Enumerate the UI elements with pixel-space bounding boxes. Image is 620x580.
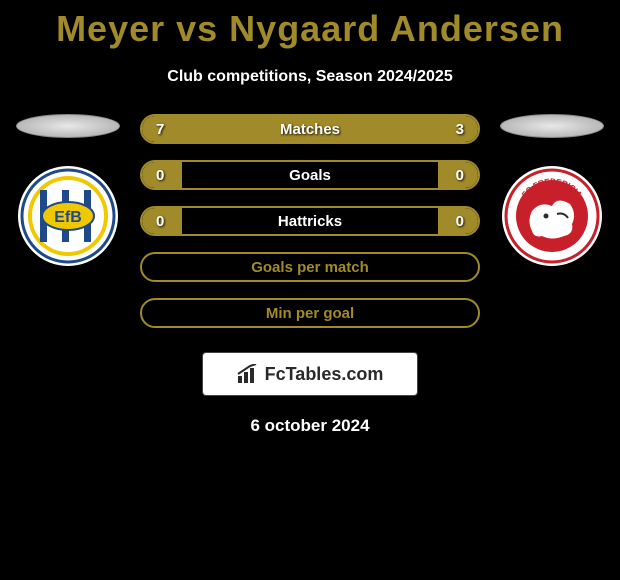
avatar-placeholder-right [500,114,604,138]
left-side: EfB [8,114,128,266]
watermark-text: FcTables.com [265,364,384,385]
stat-label: Goals [289,167,331,184]
subtitle: Club competitions, Season 2024/2025 [0,68,620,86]
svg-text:EfB: EfB [54,209,82,226]
team-badge-left: EfB [18,166,118,266]
fredericia-badge-icon: FC FREDERICIA [502,166,602,266]
efb-badge-icon: EfB [18,166,118,266]
stat-row-matches: 7 3 Matches [140,114,480,144]
content-row: EfB 7 3 Matches 0 0 Goals 0 0 Hattricks Goals per… [0,114,620,344]
right-side: FC FREDERICIA [492,114,612,266]
stat-label: Matches [280,121,340,138]
date-label: 6 october 2024 [0,416,620,436]
page-title: Meyer vs Nygaard Andersen [0,8,620,50]
stat-label: Min per goal [266,305,354,322]
stat-row-goals: 0 0 Goals [140,160,480,190]
team-badge-right: FC FREDERICIA [502,166,602,266]
stat-value-left: 7 [156,121,164,138]
stat-label: Goals per match [251,259,369,276]
stat-value-right: 0 [456,213,464,230]
avatar-placeholder-left [16,114,120,138]
stat-row-min-per-goal: Min per goal [140,298,480,328]
stat-row-hattricks: 0 0 Hattricks [140,206,480,236]
stats-column: 7 3 Matches 0 0 Goals 0 0 Hattricks Goals per mat… [128,114,492,344]
stat-value-left: 0 [156,213,164,230]
stat-label: Hattricks [278,213,342,230]
chart-icon [237,364,259,384]
stat-value-left: 0 [156,167,164,184]
stat-value-right: 0 [456,167,464,184]
stat-value-right: 3 [456,121,464,138]
comparison-card: Meyer vs Nygaard Andersen Club competiti… [0,0,620,580]
stat-row-goals-per-match: Goals per match [140,252,480,282]
stat-fill-left [142,116,377,142]
watermark: FcTables.com [202,352,418,396]
